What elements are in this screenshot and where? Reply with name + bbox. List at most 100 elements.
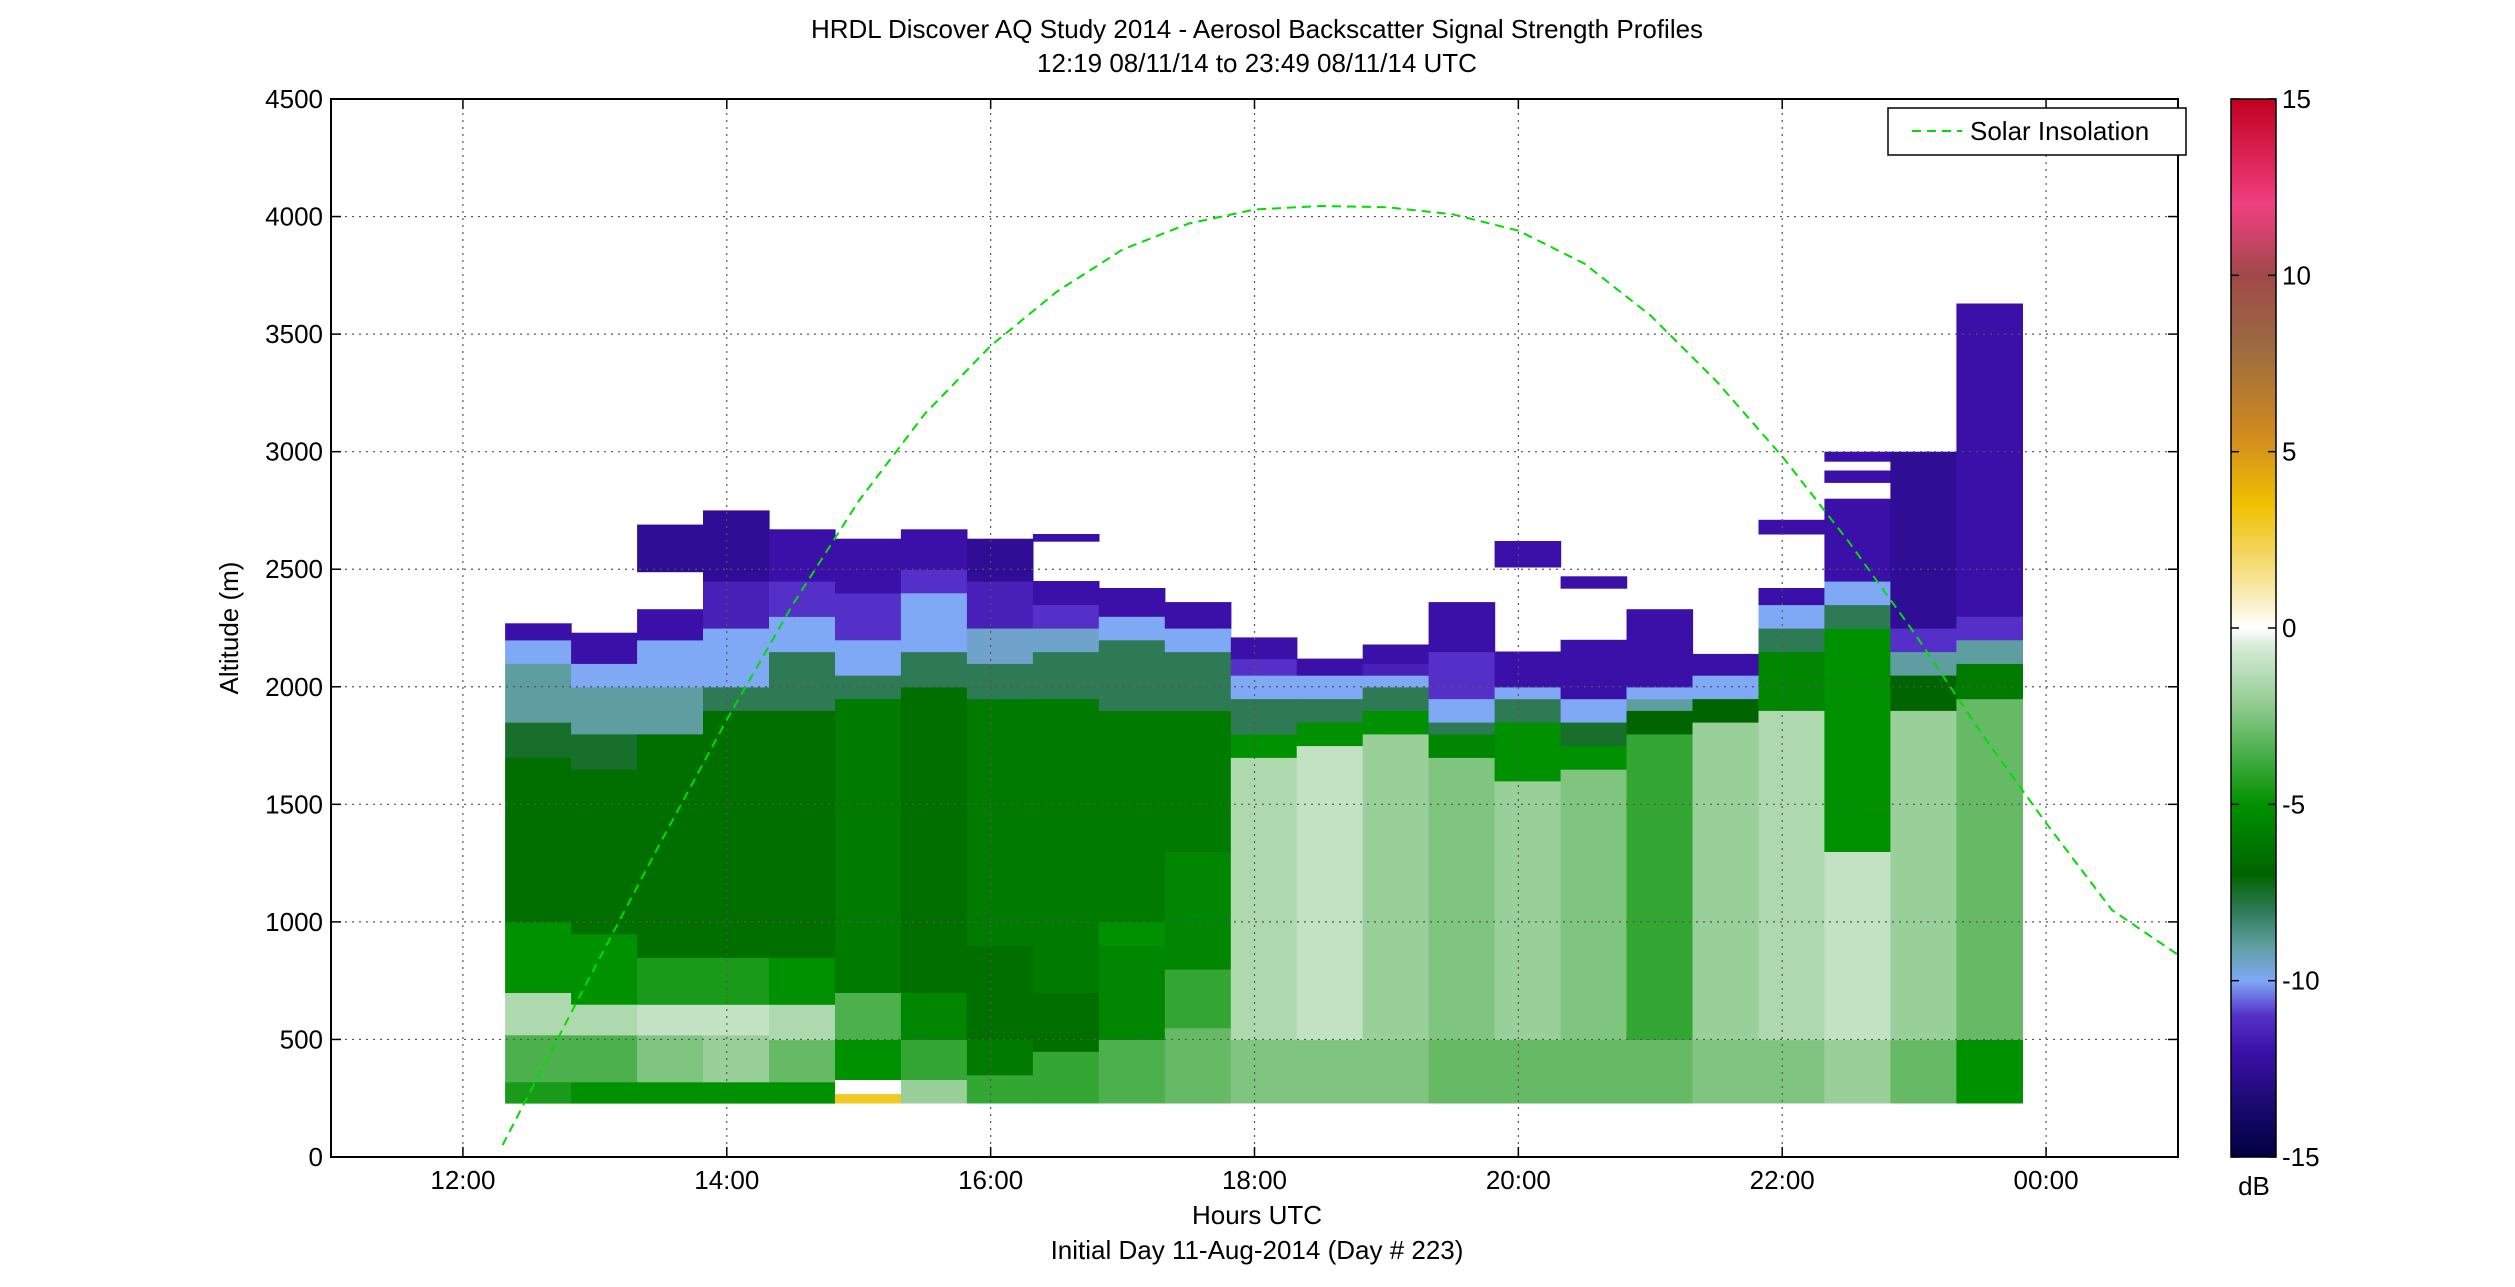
colorbar-tick-label: 0 (2282, 613, 2296, 643)
profile-cell (1626, 1039, 1694, 1104)
profile-cell (1560, 576, 1628, 589)
profile-cell (900, 1039, 968, 1080)
profile-cell (1296, 745, 1364, 1041)
profile-cell (1230, 757, 1298, 1040)
profile-column (1560, 576, 1628, 1104)
x-tick-label: 18:00 (1222, 1165, 1287, 1195)
profile-cell (1032, 628, 1100, 653)
profile-cell (1692, 698, 1760, 723)
profile-cell (1956, 698, 2023, 1040)
colorbar-tick-label: 15 (2282, 84, 2311, 114)
profile-cell (571, 1034, 638, 1083)
y-tick-label: 4500 (265, 84, 323, 114)
profile-cell (835, 538, 902, 594)
chart-title: HRDL Discover AQ Study 2014 - Aerosol Ba… (811, 14, 1703, 44)
profile-cell (1560, 1039, 1628, 1104)
profile-cell (900, 992, 968, 1040)
profile-cell (900, 651, 968, 688)
profile-cell (1098, 639, 1166, 711)
profile-column (637, 524, 704, 1104)
profile-cell (966, 698, 1034, 946)
profile-cell (1494, 651, 1562, 688)
x-tick-label: 16:00 (958, 1165, 1023, 1195)
profile-column (900, 529, 968, 1104)
x-tick-label: 00:00 (2014, 1165, 2079, 1195)
x-tick-label: 12:00 (430, 1165, 495, 1195)
profile-cell (769, 710, 836, 958)
profile-cell (900, 529, 968, 570)
profile-cell (966, 1074, 1034, 1104)
profile-column (1164, 602, 1232, 1104)
profile-cell (505, 663, 572, 723)
profile-cell (769, 529, 836, 582)
profile-cell (1032, 651, 1100, 700)
profile-cell (1824, 851, 1891, 1041)
profile-cell (1890, 628, 1957, 653)
profile-cell (1032, 534, 1100, 542)
profile-cell (1890, 451, 1957, 629)
profile-cell (769, 1081, 836, 1104)
profile-column (966, 538, 1034, 1104)
profile-cell (1032, 992, 1100, 1052)
y-tick-label: 2500 (265, 554, 323, 584)
profile-cell (1164, 1027, 1232, 1104)
profile-column (835, 538, 902, 1104)
profile-cell (1362, 644, 1430, 664)
profile-column (1098, 588, 1166, 1104)
profile-cell (1428, 733, 1496, 758)
y-tick-label: 3000 (265, 437, 323, 467)
profile-column (1494, 541, 1562, 1104)
profile-cell (1626, 698, 1694, 711)
profile-cell (571, 663, 638, 688)
profile-cell (505, 639, 572, 664)
profile-cell (835, 675, 902, 700)
profile-cell (835, 639, 902, 676)
solar-insolation-line (501, 204, 2178, 1146)
profile-cell (1230, 658, 1298, 676)
profile-cell (571, 769, 638, 935)
profile-cell (1758, 628, 1826, 653)
profile-cell (1428, 698, 1496, 723)
profile-cell (1428, 757, 1496, 1040)
profile-cell (1626, 710, 1694, 735)
profile-cell (1956, 616, 2023, 641)
colorbar-tick-label: -15 (2282, 1142, 2320, 1172)
profile-cell (900, 686, 968, 993)
colorbar-tick-label: 5 (2282, 437, 2296, 467)
profile-column (1956, 303, 2023, 1104)
profile-cell (1230, 698, 1298, 735)
profile-cell (1230, 637, 1298, 660)
profile-cell (769, 651, 836, 711)
profile-cell (1428, 722, 1496, 735)
profile-cell (900, 592, 968, 653)
profile-cell (966, 581, 1034, 629)
profile-cell (1032, 581, 1100, 606)
profile-cell (1494, 780, 1562, 1040)
profile-cell (637, 1034, 704, 1083)
profile-column (505, 623, 572, 1104)
profile-cell (1230, 1039, 1298, 1104)
profile-cell (1758, 519, 1826, 535)
profile-cell (1362, 710, 1430, 735)
profile-cell (1032, 1051, 1100, 1104)
profile-cell (835, 592, 902, 641)
profile-cell (571, 733, 638, 770)
profile-cell (1230, 675, 1298, 700)
legend-label: Solar Insolation (1970, 116, 2149, 146)
legend: Solar Insolation (1887, 107, 2187, 156)
profile-cell (1560, 698, 1628, 723)
profile-column (1692, 653, 1760, 1104)
profile-cell (505, 992, 572, 1036)
profile-cell (1428, 602, 1496, 653)
profile-cell (1098, 945, 1166, 1040)
profile-cell (1692, 1039, 1760, 1104)
profile-cell (703, 686, 770, 711)
profile-cell (703, 628, 770, 688)
y-tick-label: 0 (309, 1142, 323, 1172)
profile-cell (966, 1039, 1034, 1076)
profile-cell (1362, 733, 1430, 1040)
colorbar: -15 -10 -5 0 5 10 15 dB (2230, 84, 2320, 1201)
profile-cell (505, 1081, 572, 1104)
profile-cell (637, 1081, 704, 1104)
profile-cell (1560, 769, 1628, 1041)
